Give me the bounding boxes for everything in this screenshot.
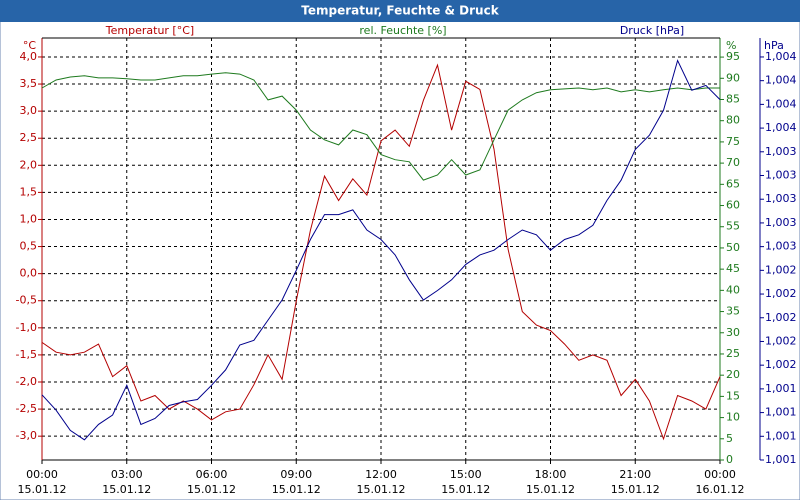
y-tick-label: -2,0 — [16, 375, 37, 388]
y-tick-label: 2,5 — [20, 131, 38, 144]
y3-tick-label: 1,003 — [765, 216, 797, 229]
y3-tick-label: 1,002 — [765, 334, 797, 347]
series-line — [41, 59, 721, 441]
y2-tick-label: 85 — [726, 92, 740, 105]
y2-tick-label: 25 — [726, 347, 740, 360]
x-tick-date: 15.01.12 — [18, 483, 67, 496]
y3-tick-label: 1,003 — [765, 240, 797, 253]
y2-axis-label: % — [726, 39, 736, 52]
y2-tick-label: 55 — [726, 220, 740, 233]
y-tick-label: -1,5 — [16, 348, 37, 361]
y-tick-label: -3,0 — [16, 429, 37, 442]
y3-tick-label: 1,002 — [765, 311, 797, 324]
y-tick-label: 1,5 — [20, 185, 38, 198]
y2-tick-label: 80 — [726, 114, 740, 127]
y2-tick-label: 70 — [726, 156, 740, 169]
x-tick-label: 12:00 — [365, 468, 397, 481]
y2-tick-label: 45 — [726, 262, 740, 275]
y2-tick-label: 35 — [726, 305, 740, 318]
y3-tick-label: 1,001 — [765, 453, 797, 466]
y2-tick-label: 95 — [726, 50, 740, 63]
x-tick-label: 06:00 — [196, 468, 228, 481]
y3-tick-label: 1,003 — [765, 192, 797, 205]
x-tick-label: 00:00 — [26, 468, 58, 481]
x-tick-label: 18:00 — [535, 468, 567, 481]
y2-tick-label: 65 — [726, 177, 740, 190]
y3-tick-label: 1,004 — [765, 74, 797, 87]
x-tick-date: 15.01.12 — [357, 483, 406, 496]
y2-tick-label: 5 — [726, 432, 733, 445]
y3-tick-label: 1,002 — [765, 287, 797, 300]
x-tick-label: 03:00 — [111, 468, 143, 481]
x-tick-date: 15.01.12 — [611, 483, 660, 496]
y-tick-label: 0,5 — [20, 240, 38, 253]
x-tick-label: 21:00 — [619, 468, 651, 481]
y3-tick-label: 1,003 — [765, 145, 797, 158]
series-line — [41, 72, 720, 181]
y-tick-label: -0,5 — [16, 294, 37, 307]
y3-tick-label: 1,001 — [765, 406, 797, 419]
y3-tick-label: 1,002 — [765, 263, 797, 276]
y3-tick-label: 1,004 — [765, 121, 797, 134]
x-tick-label: 00:00 — [704, 468, 736, 481]
x-tick-label: 09:00 — [280, 468, 312, 481]
y2-tick-label: 50 — [726, 241, 740, 254]
y2-tick-label: 0 — [726, 453, 733, 466]
y2-tick-label: 75 — [726, 135, 740, 148]
x-tick-date: 15.01.12 — [272, 483, 321, 496]
y3-axis-label: hPa — [764, 39, 784, 52]
y-tick-label: 0,0 — [20, 267, 38, 280]
y-tick-label: 3,0 — [20, 104, 38, 117]
y2-tick-label: 15 — [726, 389, 740, 402]
series-line — [41, 63, 721, 441]
legend-label: Druck [hPa] — [620, 24, 684, 37]
y-tick-label: 4,0 — [20, 50, 38, 63]
y3-tick-label: 1,004 — [765, 50, 797, 63]
y2-tick-label: 10 — [726, 411, 740, 424]
y-tick-label: -2,5 — [16, 402, 37, 415]
y3-tick-label: 1,003 — [765, 169, 797, 182]
y-tick-label: 2,0 — [20, 158, 38, 171]
x-tick-label: 15:00 — [450, 468, 482, 481]
y2-tick-label: 20 — [726, 368, 740, 381]
chart-title: Temperatur, Feuchte & Druck — [301, 4, 499, 18]
legend-label: rel. Feuchte [%] — [359, 24, 446, 37]
x-tick-date: 15.01.12 — [102, 483, 151, 496]
y3-tick-label: 1,004 — [765, 97, 797, 110]
x-tick-date: 15.01.12 — [187, 483, 236, 496]
legend-label: Temperatur [°C] — [105, 24, 194, 37]
y-tick-label: -1,0 — [16, 321, 37, 334]
y-tick-label: 1,0 — [20, 212, 38, 225]
y2-tick-label: 40 — [726, 283, 740, 296]
x-tick-date: 16.01.12 — [696, 483, 745, 496]
y-tick-label: 3,5 — [20, 77, 38, 90]
x-tick-date: 15.01.12 — [441, 483, 490, 496]
x-tick-date: 15.01.12 — [526, 483, 575, 496]
title-bar — [0, 0, 800, 22]
y3-tick-label: 1,002 — [765, 358, 797, 371]
y-axis-label: °C — [23, 39, 37, 52]
y3-tick-label: 1,001 — [765, 429, 797, 442]
y2-tick-label: 30 — [726, 326, 740, 339]
y2-tick-label: 90 — [726, 71, 740, 84]
y3-tick-label: 1,001 — [765, 382, 797, 395]
y2-tick-label: 60 — [726, 199, 740, 212]
